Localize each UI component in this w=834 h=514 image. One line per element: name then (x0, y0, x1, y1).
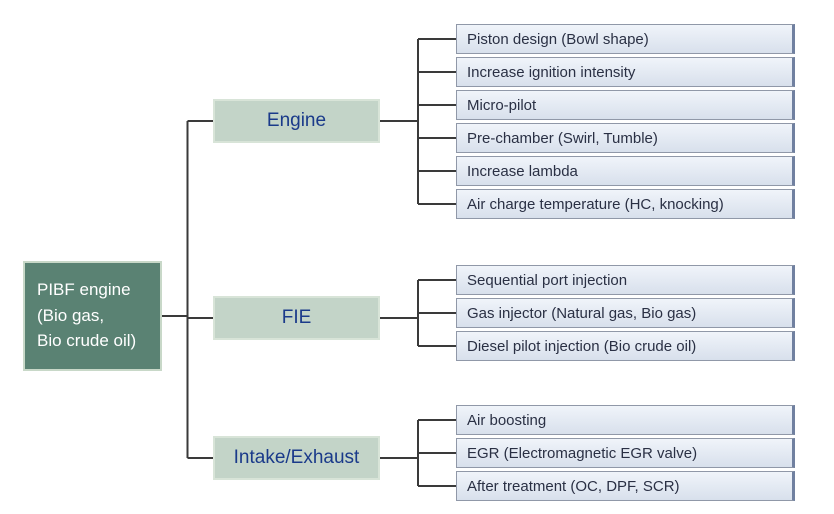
leaf-item: After treatment (OC, DPF, SCR) (456, 471, 795, 501)
leaf-label: Increase ignition intensity (467, 64, 635, 81)
category-label: Intake/Exhaust (234, 447, 360, 469)
leaf-label: Air boosting (467, 412, 546, 429)
leaf-label: After treatment (OC, DPF, SCR) (467, 478, 680, 495)
leaf-item: Sequential port injection (456, 265, 795, 295)
category-label: Engine (267, 110, 326, 132)
leaf-label: Piston design (Bowl shape) (467, 31, 649, 48)
leaf-item: EGR (Electromagnetic EGR valve) (456, 438, 795, 468)
leaf-label: Micro-pilot (467, 97, 536, 114)
root-node: PIBF engine(Bio gas,Bio crude oil) (23, 261, 162, 371)
category-label: FIE (282, 307, 312, 329)
leaf-label: Gas injector (Natural gas, Bio gas) (467, 305, 696, 322)
leaf-item: Micro-pilot (456, 90, 795, 120)
leaf-label: EGR (Electromagnetic EGR valve) (467, 445, 697, 462)
leaf-item: Piston design (Bowl shape) (456, 24, 795, 54)
leaf-item: Gas injector (Natural gas, Bio gas) (456, 298, 795, 328)
leaf-label: Diesel pilot injection (Bio crude oil) (467, 338, 696, 355)
leaf-label: Pre-chamber (Swirl, Tumble) (467, 130, 658, 147)
leaf-item: Diesel pilot injection (Bio crude oil) (456, 331, 795, 361)
category-fie: FIE (213, 296, 380, 340)
category-intake-exhaust: Intake/Exhaust (213, 436, 380, 480)
leaf-item: Increase ignition intensity (456, 57, 795, 87)
leaf-item: Pre-chamber (Swirl, Tumble) (456, 123, 795, 153)
leaf-label: Sequential port injection (467, 272, 627, 289)
leaf-label: Air charge temperature (HC, knocking) (467, 196, 724, 213)
leaf-item: Increase lambda (456, 156, 795, 186)
root-label: PIBF engine(Bio gas,Bio crude oil) (37, 280, 136, 350)
leaf-item: Air boosting (456, 405, 795, 435)
category-engine: Engine (213, 99, 380, 143)
leaf-item: Air charge temperature (HC, knocking) (456, 189, 795, 219)
leaf-label: Increase lambda (467, 163, 578, 180)
